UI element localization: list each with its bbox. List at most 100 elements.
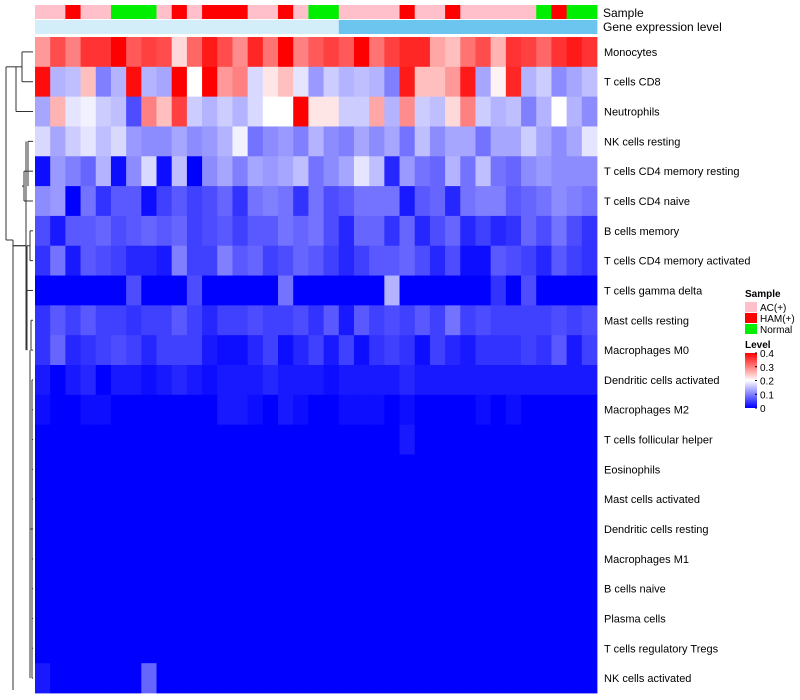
expression-annotation-cell [186, 20, 203, 34]
heatmap-cell [278, 275, 294, 306]
heatmap-cell [186, 275, 203, 306]
expression-annotation-cell [369, 20, 385, 34]
heatmap-cell [399, 186, 416, 217]
heatmap-cell [308, 573, 324, 604]
heatmap-cell [490, 603, 507, 634]
heatmap-cell [399, 365, 416, 396]
heatmap-cell [65, 156, 81, 187]
sample-annotation-cell [566, 5, 583, 19]
heatmap-cell [581, 66, 598, 98]
heatmap-cell [186, 394, 203, 426]
expression-annotation-cell [141, 20, 157, 34]
heatmap-cell [202, 215, 218, 247]
expression-annotation-cell [490, 20, 507, 34]
heatmap-cell [369, 156, 385, 187]
heatmap-cell [50, 156, 66, 187]
heatmap-cell [50, 186, 66, 217]
expression-annotation-cell [202, 20, 218, 34]
heatmap-cell [521, 454, 537, 485]
heatmap-cell [308, 186, 324, 217]
heatmap-cell [171, 305, 188, 336]
row-label: Macrophages M2 [604, 405, 689, 417]
heatmap-cell [65, 603, 81, 634]
sample-annotation-cell [141, 5, 157, 19]
heatmap-cell [369, 96, 385, 127]
sample-annotation-cell [369, 5, 385, 19]
heatmap-cell [369, 543, 385, 575]
heatmap-cell [384, 305, 400, 336]
heatmap-cell [551, 215, 568, 247]
heatmap-cell [338, 126, 355, 157]
heatmap-cell [35, 603, 51, 634]
heatmap-cell [141, 66, 157, 98]
heatmap-cell [414, 543, 431, 575]
heatmap-cell [521, 37, 537, 68]
heatmap-cell [95, 514, 112, 545]
heatmap-cell [490, 215, 507, 247]
sample-annotation-cell [551, 5, 568, 19]
heatmap-cell [156, 37, 173, 68]
heatmap-cell [460, 394, 476, 426]
heatmap-cell [521, 663, 537, 694]
heatmap-cell [35, 454, 51, 485]
heatmap-cell [490, 365, 507, 396]
heatmap-cell [156, 603, 173, 634]
heatmap-cell [505, 663, 522, 694]
heatmap-cell [338, 424, 355, 455]
heatmap-cell [581, 305, 598, 336]
heatmap-cell [581, 603, 598, 634]
heatmap-cell [460, 245, 476, 276]
heatmap-cell [521, 96, 537, 127]
heatmap-cell [536, 275, 552, 306]
heatmap-cell [80, 156, 97, 187]
heatmap-cell [247, 424, 264, 455]
heatmap-cell [475, 573, 492, 604]
heatmap-cell [141, 96, 157, 127]
heatmap-cell [50, 514, 66, 545]
heatmap-cell [445, 66, 461, 98]
expression-annotation-cell [581, 20, 598, 34]
heatmap-cell [566, 335, 583, 366]
heatmap-cell [217, 186, 233, 217]
heatmap-cell [171, 66, 188, 98]
heatmap-cell [171, 335, 188, 366]
heatmap-cell [566, 484, 583, 515]
heatmap-cell [460, 633, 476, 664]
heatmap-cell [308, 37, 324, 68]
heatmap-cell [126, 275, 142, 306]
heatmap-cell [566, 365, 583, 396]
heatmap-cell [414, 96, 431, 127]
heatmap-cell [399, 543, 416, 575]
heatmap-cell [293, 215, 309, 247]
sample-annotation-cell [505, 5, 522, 19]
heatmap-cell [323, 424, 340, 455]
legend: Sample AC(+)HAM(+)Normal Level 0.4 0.3 0.2… [745, 289, 795, 415]
heatmap-cell [475, 275, 492, 306]
heatmap-cell [80, 394, 97, 426]
heatmap-cell [536, 454, 552, 485]
heatmap-cell [141, 215, 157, 247]
heatmap-cell [308, 215, 324, 247]
heatmap-cell [369, 573, 385, 604]
heatmap-cell [581, 514, 598, 545]
heatmap-cell [536, 365, 552, 396]
heatmap-cell [217, 335, 233, 366]
heatmap-cell [278, 245, 294, 276]
heatmap-cell [110, 275, 127, 306]
heatmap-cell [293, 275, 309, 306]
heatmap-cell [566, 66, 583, 98]
heatmap-cell [35, 215, 51, 247]
heatmap-cell [353, 96, 370, 127]
heatmap-cell [50, 37, 66, 68]
heatmap-cell [308, 335, 324, 366]
heatmap-cell [156, 394, 173, 426]
heatmap-cell [278, 484, 294, 515]
heatmap-cell [202, 186, 218, 217]
heatmap-cell [202, 394, 218, 426]
heatmap-cell [445, 543, 461, 575]
heatmap-cell [505, 126, 522, 157]
heatmap-cell [217, 543, 233, 575]
heatmap-cell [95, 573, 112, 604]
heatmap-cell [156, 365, 173, 396]
heatmap-cell [536, 126, 552, 157]
